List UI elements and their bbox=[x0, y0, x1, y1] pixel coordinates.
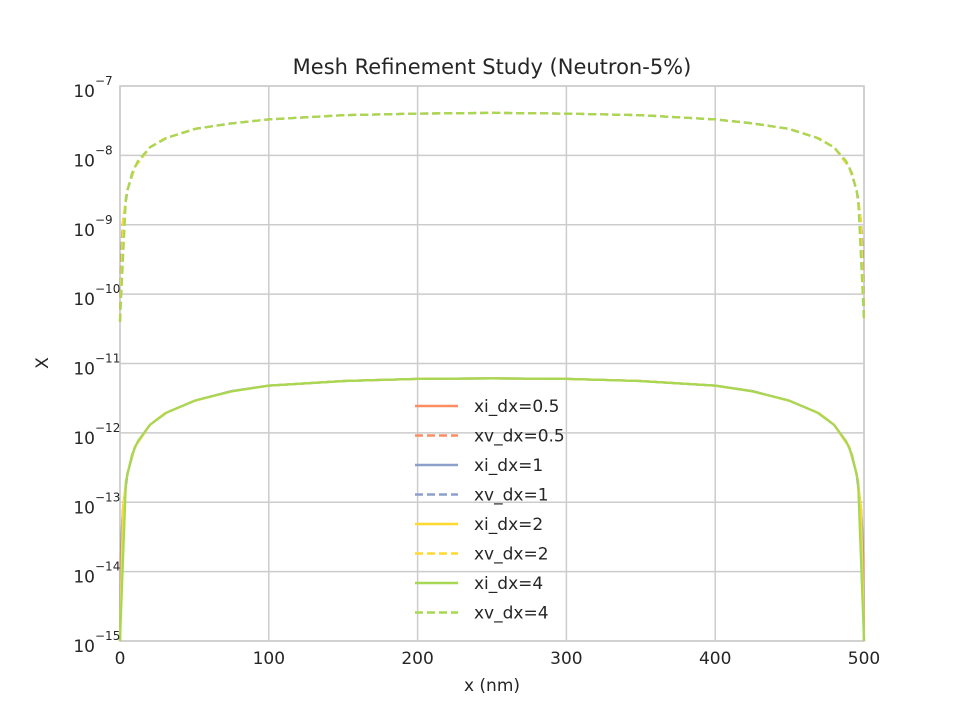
y-tick-label: 10−14 bbox=[73, 560, 120, 588]
plot-lines bbox=[118, 111, 866, 642]
y-tick-exponent: −12 bbox=[95, 421, 120, 435]
y-tick-base: 10 bbox=[73, 568, 95, 588]
y-tick-label: 10−8 bbox=[73, 143, 112, 171]
y-tick-base: 10 bbox=[73, 151, 95, 171]
legend: xi_dx=0.5 xv_dx=0.5 xi_dx=1 xv_dx=1 xi_dx=2x… bbox=[415, 397, 565, 624]
y-tick-base: 10 bbox=[73, 498, 95, 518]
y-tick-exponent: −10 bbox=[95, 282, 120, 296]
legend-label: xi_dx=0.5 bbox=[474, 397, 559, 417]
legend-label: xv_dx=2 bbox=[474, 545, 549, 565]
legend-entry: xv_dx=2 bbox=[415, 545, 549, 565]
legend-entry: xi_dx=4 bbox=[415, 574, 543, 594]
series-line-xv-dx-4 bbox=[118, 111, 866, 322]
x-tick-label: 200 bbox=[401, 649, 433, 669]
x-tick-label: 100 bbox=[253, 649, 285, 669]
legend-label: xi_dx=1 bbox=[474, 456, 543, 476]
y-tick-label: 10−9 bbox=[73, 213, 112, 241]
y-tick-exponent: −13 bbox=[95, 490, 120, 504]
y-tick-exponent: −7 bbox=[95, 74, 113, 88]
y-tick-label: 10−10 bbox=[73, 282, 120, 310]
y-tick-base: 10 bbox=[73, 82, 95, 102]
x-tick-label: 0 bbox=[115, 649, 126, 669]
y-axis-label: X bbox=[33, 357, 53, 369]
legend-label: xv_dx=1 bbox=[474, 486, 549, 506]
y-tick-base: 10 bbox=[73, 221, 95, 241]
plot-frame bbox=[119, 85, 865, 642]
series-line-xi-dx-4 bbox=[118, 377, 866, 642]
legend-entry: xv_dx=0.5 bbox=[415, 427, 565, 447]
legend-label: xi_dx=4 bbox=[474, 574, 543, 594]
legend-entry: xi_dx=2 bbox=[415, 515, 543, 535]
y-tick-exponent: −14 bbox=[95, 560, 120, 574]
y-tick-base: 10 bbox=[73, 637, 95, 657]
legend-entry: xv_dx=1 bbox=[415, 486, 549, 506]
y-tick-base: 10 bbox=[73, 429, 95, 449]
y-tick-label: 10−11 bbox=[73, 352, 120, 380]
y-tick-label: 10−12 bbox=[73, 421, 120, 449]
legend-label: xv_dx=0.5 bbox=[474, 427, 565, 447]
y-tick-base: 10 bbox=[73, 290, 95, 310]
y-tick-base: 10 bbox=[73, 360, 95, 380]
y-tick-label: 10−13 bbox=[73, 490, 120, 518]
y-tick-exponent: −9 bbox=[95, 213, 113, 227]
y-tick-exponent: −8 bbox=[95, 143, 113, 157]
x-tick-label: 500 bbox=[848, 649, 880, 669]
x-axis-label: x (nm) bbox=[464, 676, 520, 696]
legend-entry: xi_dx=1 bbox=[415, 456, 543, 476]
y-tick-label: 10−15 bbox=[73, 629, 120, 657]
y-tick-label: 10−7 bbox=[73, 74, 112, 102]
legend-label: xi_dx=2 bbox=[474, 515, 543, 535]
legend-entry: xi_dx=0.5 bbox=[415, 397, 559, 417]
x-tick-label: 300 bbox=[550, 649, 582, 669]
axes bbox=[119, 85, 865, 642]
y-tick-exponent: −11 bbox=[95, 352, 120, 366]
legend-entry: xv_dx=4 bbox=[415, 604, 549, 624]
legend-label: xv_dx=4 bbox=[474, 604, 549, 624]
chart-title: Mesh Refinement Study (Neutron-5%) bbox=[293, 55, 692, 79]
tick-labels: 0 100 200 300 400 50010−1510−1410−1310−1210−1… bbox=[73, 74, 880, 669]
x-tick-label: 400 bbox=[699, 649, 731, 669]
y-tick-exponent: −15 bbox=[95, 629, 120, 643]
